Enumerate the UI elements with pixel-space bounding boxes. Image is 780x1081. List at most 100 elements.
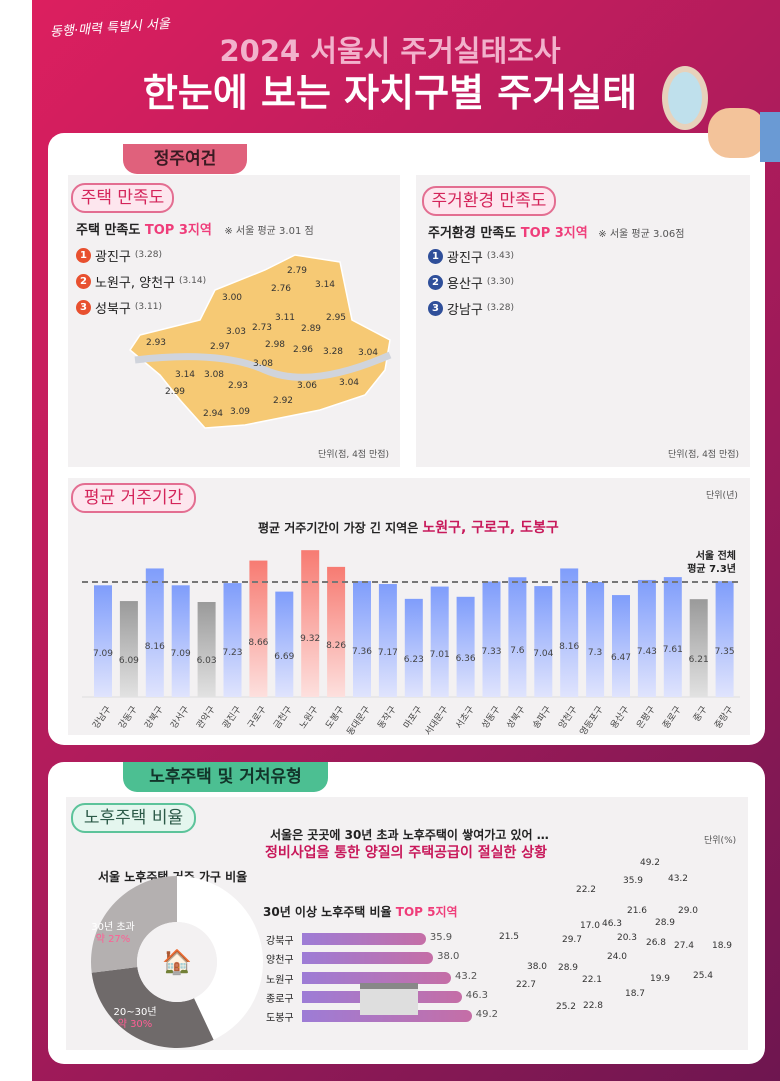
environment-unit: 단위(점, 4점 만점) bbox=[668, 450, 740, 460]
map-value-label: 2.96 bbox=[292, 345, 314, 355]
bar-성북구 bbox=[508, 577, 527, 697]
housing-unit: 단위(점, 4점 만점) bbox=[318, 450, 390, 460]
rank-name: 광진구 bbox=[95, 249, 131, 265]
slice-label-20-30: 20~30년 약 30% bbox=[110, 1007, 160, 1031]
hbar bbox=[302, 952, 434, 965]
hbar-title: 30년 이상 노후주택 비율 TOP 5지역 bbox=[263, 903, 458, 920]
bar-서초구 bbox=[456, 596, 475, 697]
page-subtitle: 2024 서울시 주거실태조사 bbox=[219, 34, 561, 68]
map-value-label: 20.3 bbox=[616, 933, 638, 943]
map-value-label: 3.06 bbox=[296, 381, 318, 391]
hbar-category: 노원구 bbox=[266, 974, 294, 986]
bar-도봉구 bbox=[327, 566, 346, 697]
map-value-label: 2.94 bbox=[202, 409, 224, 419]
rank-badge: 2 bbox=[76, 273, 91, 289]
map-value-label: 24.0 bbox=[606, 952, 628, 962]
rank-value: (3.28) bbox=[486, 303, 514, 313]
headline-text: 평균 거주기간이 가장 긴 지역은 bbox=[258, 521, 419, 535]
map-value-label: 19.9 bbox=[649, 974, 671, 984]
bar-value-label: 8.26 bbox=[326, 641, 347, 652]
heading-accent: TOP 3지역 bbox=[144, 223, 212, 238]
hbar-value: 43.2 bbox=[455, 970, 478, 982]
map-value-label: 29.7 bbox=[561, 935, 583, 945]
rank-value: (3.28) bbox=[134, 250, 162, 260]
map-value-label: 3.08 bbox=[203, 370, 225, 380]
bar-value-label: 7.3 bbox=[587, 647, 603, 658]
rank-item: 2 용산구 (3.30) bbox=[428, 269, 514, 295]
map-value-label: 25.4 bbox=[692, 971, 714, 981]
avg-note: ※ 서울 평균 3.06점 bbox=[598, 229, 685, 240]
bar-value-label: 7.04 bbox=[533, 649, 554, 660]
bar-value-label: 6.03 bbox=[196, 656, 217, 667]
sleeve-decoration bbox=[760, 112, 780, 162]
rank-value: (3.30) bbox=[486, 277, 514, 287]
rank-item: 1 광진구 (3.43) bbox=[428, 243, 514, 269]
map-value-label: 21.5 bbox=[498, 932, 520, 942]
rank-value: (3.11) bbox=[134, 302, 162, 312]
map-value-label: 17.0 bbox=[579, 921, 601, 931]
map-value-label: 2.98 bbox=[264, 340, 286, 350]
avg-label-line: 서울 전체 bbox=[695, 551, 736, 562]
map-value-label: 22.7 bbox=[515, 980, 537, 990]
duration-unit: 단위(년) bbox=[706, 491, 738, 501]
rank-badge: 2 bbox=[428, 274, 443, 290]
hbar bbox=[302, 971, 452, 984]
section-ribbon: 정주여건 bbox=[123, 144, 247, 174]
map-value-label: 2.92 bbox=[272, 396, 294, 406]
hbar-value: 35.9 bbox=[429, 932, 453, 943]
rank-name: 노원구, 양천구 bbox=[95, 275, 176, 291]
donut-slice bbox=[90, 876, 177, 973]
map-value-label: 21.6 bbox=[626, 906, 648, 916]
map-value-label: 49.2 bbox=[639, 858, 661, 868]
bar-강남구 bbox=[94, 585, 112, 697]
bar-동대문구 bbox=[353, 581, 371, 697]
map-value-label: 22.8 bbox=[582, 1001, 604, 1011]
map-value-label: 35.9 bbox=[622, 876, 644, 886]
rank-name: 용산구 bbox=[447, 276, 483, 292]
bar-용산구 bbox=[612, 595, 630, 697]
environment-rank-list: 1 광진구 (3.43) 2 용산구 (3.30) 3 강남구 (3.28) bbox=[428, 243, 514, 321]
bar-금천구 bbox=[275, 591, 294, 697]
map-value-label: 3.14 bbox=[314, 280, 336, 290]
bar-관악구 bbox=[197, 602, 216, 697]
map-value-label: 18.9 bbox=[711, 941, 733, 951]
page-title: 한눈에 보는 자치구별 주거실태 bbox=[142, 71, 638, 115]
seoul-map-shape bbox=[129, 254, 391, 429]
map-value-label: 38.0 bbox=[526, 962, 548, 972]
slice-value: 약 30% bbox=[117, 1019, 153, 1030]
map-value-label: 3.04 bbox=[357, 348, 379, 358]
avg-note: ※ 서울 평균 3.01 점 bbox=[224, 226, 314, 237]
bar-종로구 bbox=[663, 577, 682, 697]
map-value-label: 3.08 bbox=[252, 359, 274, 369]
bar-value-label: 7.36 bbox=[351, 647, 373, 658]
housing-rank-list: 1 광진구 (3.28) 2 노원구, 양천구 (3.14) 3 성북구 (3.11) bbox=[76, 242, 206, 320]
donut-hole bbox=[137, 922, 217, 1002]
hbar-category: 강북구 bbox=[266, 936, 294, 947]
aging-line1: 서울은 곳곳에 30년 초과 노후주택이 쌓여가고 있어 … bbox=[270, 828, 549, 842]
rank-badge: 3 bbox=[76, 299, 91, 315]
bar-성동구 bbox=[482, 581, 501, 697]
hbar bbox=[302, 933, 426, 945]
map-value-label: 2.93 bbox=[227, 381, 249, 391]
map-value-label: 3.09 bbox=[229, 407, 251, 417]
hbar bbox=[302, 1010, 472, 1023]
han-river bbox=[134, 351, 392, 381]
slice-value: 약 27% bbox=[95, 934, 131, 945]
bar-동작구 bbox=[378, 584, 397, 697]
hbar-title-accent: TOP 5지역 bbox=[395, 905, 458, 919]
aging-unit: 단위(%) bbox=[704, 836, 737, 846]
bar-영등포구 bbox=[586, 582, 605, 697]
rank-item: 3 성북구 (3.11) bbox=[76, 294, 206, 320]
bar-노원구 bbox=[301, 550, 320, 697]
buildings-icon bbox=[360, 983, 418, 1015]
rank-item: 3 강남구 (3.28) bbox=[428, 295, 514, 321]
hbar-category: 도봉구 bbox=[266, 1013, 294, 1025]
avg-label-line: 평균 7.3년 bbox=[687, 564, 736, 575]
hbar-category: 양천구 bbox=[266, 955, 294, 967]
bar-value-label: 7.6 bbox=[510, 645, 525, 656]
map-value-label: 46.3 bbox=[601, 919, 623, 929]
hbar-value: 46.3 bbox=[465, 989, 488, 1001]
bar-value-label: 7.17 bbox=[377, 648, 398, 659]
